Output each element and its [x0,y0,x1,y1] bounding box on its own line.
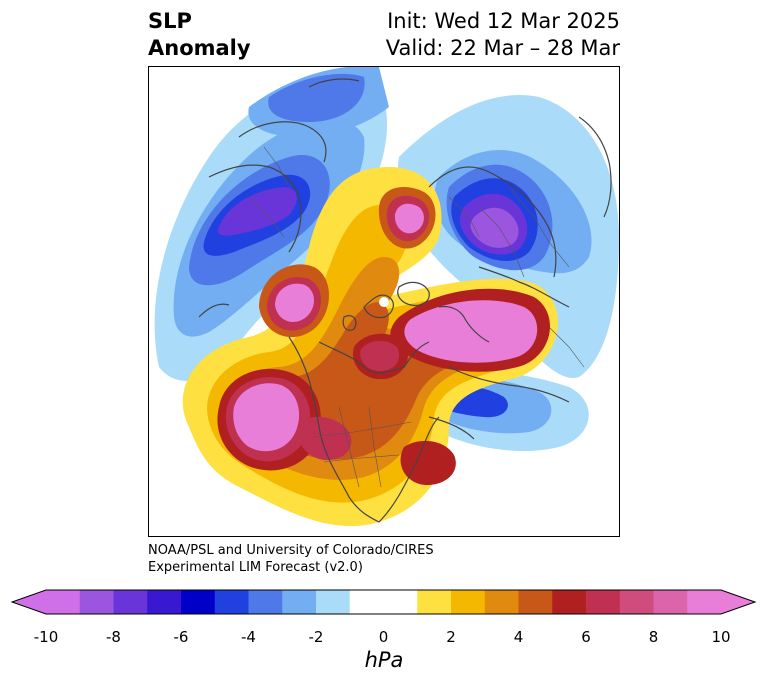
colorbar-tick-label: -4 [241,628,256,646]
colorbar-tick-label: 8 [648,628,659,646]
anomaly-fill [154,67,619,527]
colorbar-cell [451,590,486,614]
colorbar-tick-label: 10 [711,628,731,646]
credit-line-1: NOAA/PSL and University of Colorado/CIRE… [148,543,434,558]
colorbar-cell [383,590,418,614]
colorbar-cell [147,590,182,614]
colorbar-tick-label: -10 [33,628,59,646]
credit-text: NOAA/PSL and University of Colorado/CIRE… [148,542,434,576]
colorbar-cell [552,590,587,614]
colorbar-cell [484,590,519,614]
colorbar-tick-label: -8 [106,628,121,646]
positive-anomaly-highs [217,187,551,485]
colorbar-cell [282,590,317,614]
colorbar [10,589,757,615]
negative-anomaly-eurasia [397,95,619,378]
colorbar-cell [46,590,81,614]
colorbar-tick-label: -2 [308,628,324,646]
colorbar-cell [586,590,621,614]
negative-anomaly-pacific [154,67,389,381]
colorbar-cell [214,590,249,614]
colorbar-cell [79,590,114,614]
colorbar-cell [518,590,553,614]
colorbar-over-arrow [721,590,755,614]
colorbar-cell [181,590,216,614]
colorbar-cell [619,590,654,614]
forecast-dates: Init: Wed 12 Mar 2025 Valid: 22 Mar – 28… [386,8,620,62]
colorbar-tick-label: 4 [513,628,524,646]
title-line-1: SLP [148,9,192,33]
pole-marker [379,297,389,307]
slp-anomaly-map [148,66,620,537]
colorbar-cell [248,590,283,614]
colorbar-cell [113,590,148,614]
valid-dates: Valid: 22 Mar – 28 Mar [385,36,620,60]
colorbar-tick-label: -6 [173,628,189,646]
colorbar-cell [653,590,688,614]
colorbar-outline [10,589,757,615]
map-canvas [154,67,619,527]
map-title: SLP Anomaly [148,8,251,62]
colorbar-cell [417,590,452,614]
colorbar-under-arrow [12,590,46,614]
title-line-2: Anomaly [148,36,251,60]
init-date: Init: Wed 12 Mar 2025 [387,9,620,33]
colorbar-cell [687,590,722,614]
credit-line-2: Experimental LIM Forecast (v2.0) [148,560,363,575]
colorbar-cells [46,590,722,614]
colorbar-cell [349,590,384,614]
colorbar-cell [316,590,351,614]
coastlines [198,78,612,523]
borders [248,146,585,488]
colorbar-tick-label: 6 [581,628,591,646]
colorbar-unit-label: hPa [364,648,404,672]
colorbar-tick-label: 2 [446,628,456,646]
colorbar-tick-label: 0 [378,628,389,646]
